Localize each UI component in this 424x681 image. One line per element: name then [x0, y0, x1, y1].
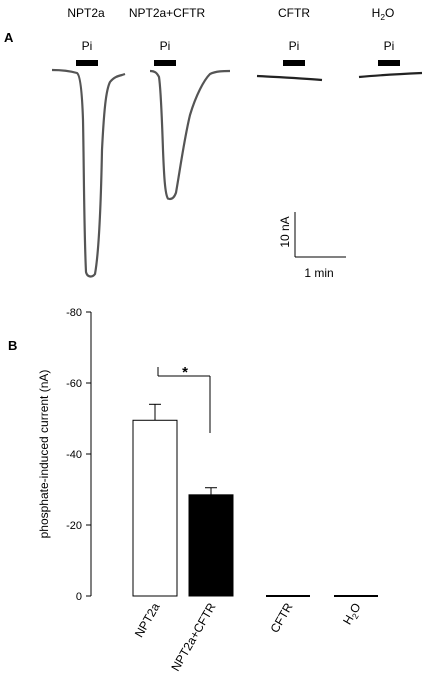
- scale-bar-y-label: 10 nA: [278, 216, 292, 247]
- y-tick-label: -40: [66, 449, 82, 461]
- pi-label: Pi: [160, 39, 171, 53]
- bar-npt2a-cftr: [188, 494, 234, 597]
- bar-group-npt2a-cftr: [188, 487, 234, 597]
- trace-npt2a-cftr: [149, 69, 231, 201]
- y-axis-label: phosphate-induced current (nA): [37, 370, 51, 539]
- pi-bar: [76, 60, 98, 66]
- pi-label: Pi: [82, 39, 93, 53]
- pi-bar: [154, 60, 176, 66]
- panel-a: A NPT2a NPT2a+CFTR CFTR H2O Pi Pi Pi Pi 10 nA …: [4, 6, 423, 280]
- panel-b-label: B: [8, 338, 17, 353]
- pi-label: Pi: [384, 39, 395, 53]
- x-tick-labels: NPT2a NPT2a+CFTR CFTR H2O: [132, 600, 365, 673]
- scale-bar: 10 nA 1 min: [278, 212, 346, 280]
- panel-a-label: A: [4, 30, 14, 45]
- condition-label-cftr: CFTR: [278, 6, 310, 20]
- condition-label-h2o: H2O: [372, 6, 395, 22]
- pi-bar: [378, 60, 400, 66]
- bar-npt2a: [132, 419, 178, 597]
- x-tick-label-npt2a: NPT2a: [132, 600, 163, 640]
- significance-bracket: *: [157, 364, 211, 433]
- y-axis: 0 -20 -40 -60 -80: [66, 307, 92, 603]
- current-traces: [51, 68, 423, 278]
- pi-bar: [283, 60, 305, 66]
- condition-label-npt2a-cftr: NPT2a+CFTR: [129, 6, 206, 20]
- trace-h2o: [358, 71, 423, 79]
- y-tick-label: 0: [76, 591, 82, 603]
- panel-b: B phosphate-induced current (nA) 0 -20 -40…: [8, 307, 378, 674]
- x-tick-label-cftr: CFTR: [267, 600, 295, 635]
- bar-group-npt2a: [132, 403, 178, 597]
- condition-labels: NPT2a NPT2a+CFTR CFTR H2O: [67, 6, 394, 22]
- trace-cftr: [256, 74, 323, 82]
- y-tick-label: -20: [66, 520, 82, 532]
- y-tick-label: -60: [66, 378, 82, 390]
- x-tick-label-h2o: H2O: [340, 601, 365, 629]
- bars: [132, 403, 378, 597]
- trace-npt2a: [51, 68, 126, 278]
- significance-star: *: [182, 364, 188, 381]
- pi-label: Pi: [289, 39, 300, 53]
- scale-bar-x-label: 1 min: [304, 266, 333, 280]
- y-tick-label: -80: [66, 307, 82, 319]
- condition-label-npt2a: NPT2a: [67, 6, 105, 20]
- stimulus-bars: Pi Pi Pi Pi: [76, 39, 400, 66]
- x-tick-label-npt2a-cftr: NPT2a+CFTR: [168, 600, 218, 673]
